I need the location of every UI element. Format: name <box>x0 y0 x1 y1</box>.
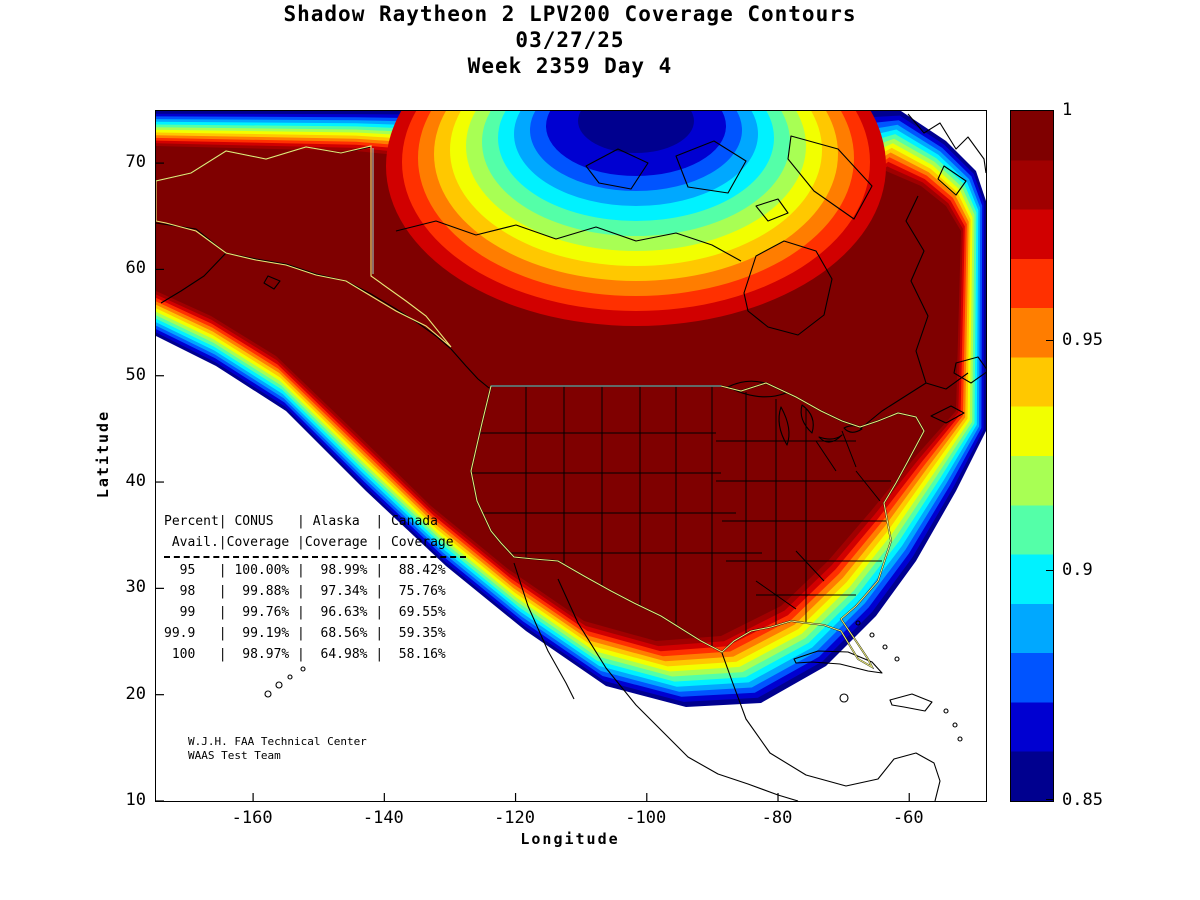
title-line-1: Shadow Raytheon 2 LPV200 Coverage Contou… <box>283 2 857 26</box>
colorbar-tick <box>1046 340 1053 341</box>
x-tick-label: -120 <box>494 808 536 828</box>
x-tick-label: -80 <box>761 808 793 828</box>
table-row: 98 | 99.88% | 97.34% | 75.76% <box>164 584 446 599</box>
x-tick-label: -160 <box>231 808 273 828</box>
colorbar-tick <box>1046 110 1053 111</box>
y-tick-label: 10 <box>125 790 146 810</box>
credit-line-1: W.J.H. FAA Technical Center <box>188 735 367 748</box>
colorbar-tick-label: 0.9 <box>1062 560 1093 580</box>
table-header-line-1: Percent| CONUS | Alaska | Canada <box>164 514 438 529</box>
x-tick-label: -100 <box>625 808 667 828</box>
credit-text: W.J.H. FAA Technical Center WAAS Test Te… <box>188 735 367 763</box>
y-tick-label: 70 <box>125 152 146 173</box>
colorbar-tick-label: 1 <box>1062 100 1073 120</box>
table-header-line-2: Avail.|Coverage |Coverage | Coverage <box>164 535 454 550</box>
colorbar <box>1010 110 1054 802</box>
table-row: 100 | 98.97% | 64.98% | 58.16% <box>164 647 446 662</box>
y-tick-label: 50 <box>125 364 146 385</box>
colorbar-tick-label: 0.85 <box>1062 790 1103 810</box>
table-row: 95 | 100.00% | 98.99% | 88.42% <box>164 563 446 578</box>
title-line-2: 03/27/25 <box>515 28 625 52</box>
plot-area: Percent| CONUS | Alaska | Canada Avail.|… <box>155 110 987 802</box>
y-tick-label: 60 <box>125 258 146 279</box>
colorbar-tick <box>1046 799 1053 800</box>
conus-border <box>470 382 925 669</box>
y-tick-label: 30 <box>125 577 146 598</box>
colorbar-tick <box>1046 570 1053 571</box>
state-borders <box>471 386 891 649</box>
axis-ticks <box>156 162 910 801</box>
coverage-table: Percent| CONUS | Alaska | Canada Avail.|… <box>164 511 466 665</box>
table-separator <box>164 556 466 558</box>
y-tick-label: 20 <box>125 683 146 704</box>
credit-line-2: WAAS Test Team <box>188 749 281 762</box>
y-axis-label: Latitude <box>94 409 112 499</box>
table-row: 99 | 99.76% | 96.63% | 69.55% <box>164 605 446 620</box>
colorbar-tick-label: 0.95 <box>1062 330 1103 350</box>
x-tick-label: -60 <box>892 808 924 828</box>
y-tick-label: 40 <box>125 471 146 492</box>
x-tick-label: -140 <box>362 808 404 828</box>
contour-map <box>156 111 986 801</box>
title-line-3: Week 2359 Day 4 <box>467 54 673 78</box>
x-axis-label: Longitude <box>520 830 620 848</box>
alaska-border <box>156 145 452 348</box>
table-row: 99.9 | 99.19% | 68.56% | 59.35% <box>164 626 446 641</box>
chart-title: Shadow Raytheon 2 LPV200 Coverage Contou… <box>155 1 985 79</box>
